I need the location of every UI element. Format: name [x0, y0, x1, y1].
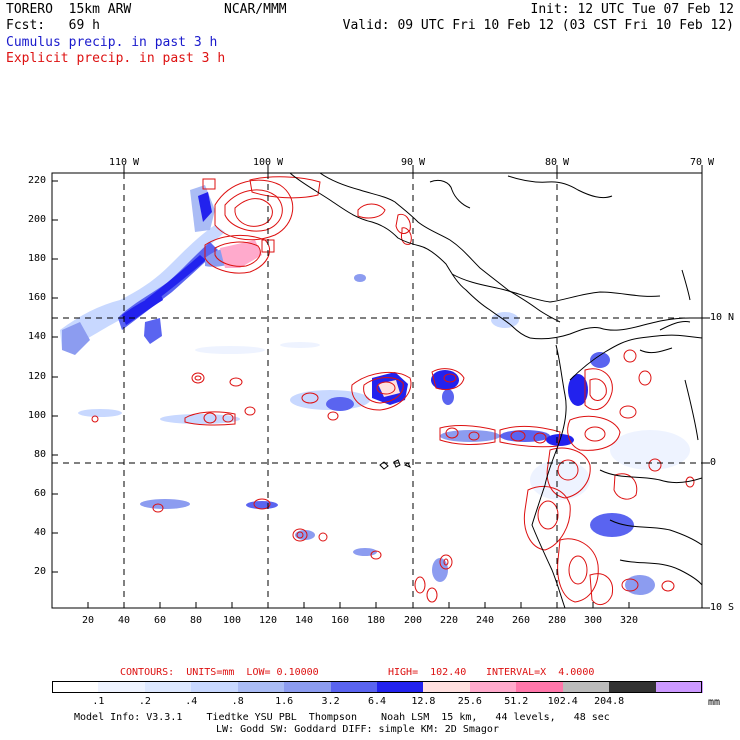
y-tick-label: 120: [27, 371, 46, 382]
y-tick-label: 40: [33, 527, 46, 538]
x-tick-label: 280: [547, 615, 567, 626]
x-tick-label: 100: [222, 615, 242, 626]
colorbar-label: 204.8: [594, 696, 625, 707]
y-tick-label: 180: [27, 253, 46, 264]
colorbar-label: .4: [185, 696, 198, 707]
y-tick-label: 60: [33, 488, 46, 499]
colorbar-cell: [284, 681, 332, 693]
colorbar-cell: [469, 681, 517, 693]
colorbar-label: 12.8: [411, 696, 436, 707]
colorbar-label: 3.2: [321, 696, 340, 707]
lat-label-0: 0: [710, 457, 717, 468]
legend-explicit: Explicit precip. in past 3 h: [6, 51, 226, 66]
x-tick-label: 240: [475, 615, 495, 626]
plot-frame: [51, 172, 703, 609]
x-tick-label: 120: [258, 615, 278, 626]
x-tick-label: 180: [366, 615, 386, 626]
colorbar-cell: [609, 681, 657, 693]
colorbar-cell: [144, 681, 192, 693]
physics-info: LW: Godd SW: Goddard DIFF: simple KM: 2D…: [216, 724, 499, 735]
model-title: TORERO 15km ARW: [6, 2, 132, 17]
x-tick-label: 320: [619, 615, 639, 626]
contour-high: HIGH= 102.40: [388, 667, 467, 678]
y-tick-label: 140: [27, 331, 46, 342]
colorbar-cell: [562, 681, 610, 693]
graticule: [52, 173, 702, 608]
colorbar-cell: [237, 681, 285, 693]
colorbar-label: 51.2: [504, 696, 529, 707]
colorbar-cell: [377, 681, 424, 693]
y-tick-label: 200: [27, 214, 46, 225]
colorbar-cell: [516, 681, 564, 693]
x-tick-label: 140: [294, 615, 314, 626]
y-tick-label: 100: [27, 410, 46, 421]
x-tick-label: 80: [189, 615, 203, 626]
y-tick-label: 20: [33, 566, 46, 577]
colorbar-label: .2: [138, 696, 151, 707]
colorbar-label: 1.6: [275, 696, 294, 707]
colorbar-frame: [52, 681, 702, 693]
y-tick-label: 80: [33, 449, 46, 460]
colorbar-cell: [191, 681, 239, 693]
colorbar-cell: [330, 681, 378, 693]
x-tick-label: 200: [403, 615, 423, 626]
x-tick-label: 60: [153, 615, 167, 626]
colorbar-cell: [423, 681, 471, 693]
x-tick-label: 160: [330, 615, 350, 626]
cumulus-shading: [60, 185, 690, 595]
lon-label-100w: 100 W: [252, 157, 284, 168]
explicit-contours: [91, 176, 695, 606]
lon-label-70w: 70 W: [689, 157, 715, 168]
lat-label-10s: 10 S: [710, 602, 735, 613]
x-tick-label: 300: [583, 615, 603, 626]
coastlines: [289, 173, 702, 608]
colorbar-label: 6.4: [367, 696, 387, 707]
x-tick-label: 260: [511, 615, 531, 626]
colorbar-label: 25.6: [457, 696, 482, 707]
valid-time: Valid: 09 UTC Fri 10 Feb 12 (03 CST Fri …: [342, 18, 734, 33]
colorbar-cell: [98, 681, 146, 693]
lon-label-110w: 110 W: [108, 157, 140, 168]
colorbar-label: .1: [92, 696, 105, 707]
contour-interval: INTERVAL=X 4.0000: [486, 667, 595, 678]
colorbar-cell: [655, 681, 703, 693]
x-tick-label: 220: [439, 615, 459, 626]
lon-label-80w: 80 W: [544, 157, 570, 168]
precip-fields: [60, 173, 702, 608]
init-time: Init: 12 UTC Tue 07 Feb 12: [530, 2, 735, 17]
contour-info: CONTOURS: UNITS=mm LOW= 0.10000: [120, 667, 319, 678]
colorbar-units: mm: [708, 697, 721, 708]
legend-cumulus: Cumulus precip. in past 3 h: [6, 35, 218, 50]
colorbar-label: 102.4: [547, 696, 578, 707]
lon-label-90w: 90 W: [400, 157, 426, 168]
model-info: Model Info: V3.3.1 Tiedtke YSU PBL Thomp…: [74, 712, 610, 723]
axis-ticks: [52, 165, 710, 609]
y-tick-label: 220: [27, 175, 46, 186]
lat-label-10n: 10 N: [710, 312, 735, 323]
colorbar-cell: [52, 681, 99, 693]
x-tick-label: 40: [117, 615, 131, 626]
center-name: NCAR/MMM: [224, 2, 287, 17]
x-tick-label: 20: [81, 615, 95, 626]
y-tick-label: 160: [27, 292, 46, 303]
colorbar-label: .8: [231, 696, 244, 707]
forecast-hour: Fcst: 69 h: [6, 18, 100, 33]
